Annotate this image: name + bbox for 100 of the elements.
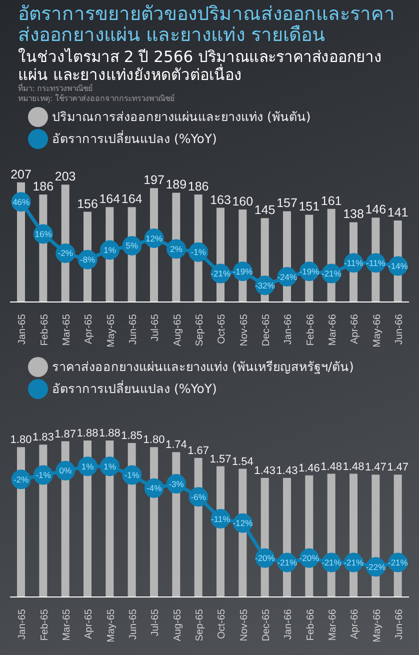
data-label: 161 [320,194,342,208]
data-label: -14% [388,261,408,272]
x-tick-label: May-66 [372,608,383,642]
data-label: 141 [387,205,408,220]
data-label: -21% [344,557,364,568]
x-tick-label: Jun-66 [394,314,405,345]
data-label: 145 [254,203,276,218]
data-label: 157 [276,196,298,210]
x-tick-label: Feb-66 [305,314,316,346]
data-label: -1% [124,470,140,480]
x-tick-label: Feb-65 [39,608,50,641]
x-tick-label: Dec-65 [260,314,272,346]
data-label: 138 [343,207,364,222]
data-label: -11% [344,258,364,268]
x-tick-label: Mar-65 [61,314,72,346]
legend-label: ปริมาณการส่งออกยางแผ่นและยางแท่ง (พันตัน) [52,108,311,126]
data-label: 1.43 [276,464,298,477]
x-tick-label: Jun-66 [394,608,405,640]
x-tick-label: Apr-65 [84,314,95,344]
chart-subtitle: ในช่วงไตรมาส 2 ปี 2566 ปริมาณและราคาส่งออกยางแผ่น และยางแท่งยังหดตัวต่อเนื่อง [18,48,384,84]
x-tick-label: Jun-65 [128,608,139,640]
data-label: -3% [168,478,184,489]
data-label: 1.48 [342,460,364,473]
x-tick-label: May-65 [106,608,117,642]
data-label: -21% [321,268,342,279]
data-label: -21% [210,268,231,279]
x-tick-label: Nov-65 [238,608,250,642]
x-tick-label: Jul-65 [150,314,162,342]
data-label: -32% [254,280,276,290]
data-label: -19% [299,266,320,276]
data-label: 2% [170,244,183,254]
data-label: 197 [144,173,164,188]
data-label: 164 [121,192,142,206]
data-label: 1.88 [98,427,120,440]
x-tick-label: Apr-65 [84,608,95,640]
x-tick-label: Sep-65 [194,608,206,642]
data-label: 189 [166,178,187,192]
data-label: -6% [190,492,206,502]
data-label: 0% [59,466,72,476]
data-label: 163 [210,192,231,207]
x-tick-label: Jun-65 [128,314,139,345]
data-label: 1.87 [54,428,76,440]
x-tick-label: Oct-65 [216,608,228,640]
data-label: -22% [366,562,386,572]
data-label: 46% [12,196,30,207]
data-label: 186 [188,179,209,194]
data-label: 1.54 [232,456,254,468]
data-label: 1.47 [364,462,386,474]
data-label: 1.83 [32,432,54,444]
x-tick-label: May-66 [372,314,383,348]
data-label: 1% [81,461,94,472]
data-label: 1% [104,461,116,472]
x-tick-label: Jan-65 [17,314,28,345]
x-tick-label: Jul-65 [150,608,162,636]
data-label: 1.80 [143,434,165,446]
data-label: -20% [254,553,276,564]
data-label: -12% [232,518,254,528]
data-label: 1.46 [298,462,320,474]
legend-label: อัตราการเปลี่ยนแปลง (%YoY) [52,129,217,148]
data-label: 1.67 [188,444,210,457]
x-tick-label: Apr-66 [350,608,361,640]
x-tick-label: Oct-65 [216,314,228,344]
x-tick-label: Apr-66 [350,314,361,344]
data-label: -2% [14,474,30,484]
data-label: 156 [77,196,98,211]
x-tick-label: Sep-65 [194,314,206,346]
data-label: -2% [58,248,74,258]
data-label: -11% [210,514,231,524]
text: ที่มา: กระทรวงพาณิชย์ [18,84,94,94]
data-label: -1% [190,247,206,258]
data-label: 1.74 [165,439,187,452]
x-tick-label: Mar-65 [61,608,72,641]
x-tick-label: Jan-66 [283,608,294,640]
data-label: -8% [80,254,96,265]
data-label: -21% [277,557,298,568]
data-label: 12% [146,233,164,244]
data-label: -24% [277,272,298,282]
data-label: 1.47 [387,462,409,474]
data-label: -11% [366,258,386,268]
x-tick-label: Mar-66 [327,608,338,641]
data-label: -1% [36,470,52,480]
text: หมายเหตุ: ใช้ราคาส่งออกจากกระทรวงพาณิชย์ [18,94,176,104]
x-tick-label: Nov-65 [238,314,250,346]
x-tick-label: Aug-65 [172,608,184,642]
data-label: 186 [32,179,54,194]
data-label: -19% [232,266,254,276]
data-label: 146 [365,202,386,217]
data-label: 203 [54,170,76,184]
data-label: 1.43 [254,464,276,477]
x-tick-label: Feb-66 [305,608,316,641]
x-tick-label: Jan-66 [283,314,294,345]
data-label: 16% [34,228,52,239]
data-label: -20% [299,553,320,564]
data-label: 1.48 [320,460,342,473]
data-label: 1.88 [76,427,98,440]
data-label: 1.80 [10,434,32,446]
chart-title: อัตราการขยายตัวของปริมาณส่งออกและราคาส่งออกยางแผ่น และยางแท่ง รายเดือน [18,3,396,46]
data-label: -4% [146,483,162,494]
x-tick-label: Jan-65 [17,608,28,640]
x-tick-label: Mar-66 [327,314,338,346]
